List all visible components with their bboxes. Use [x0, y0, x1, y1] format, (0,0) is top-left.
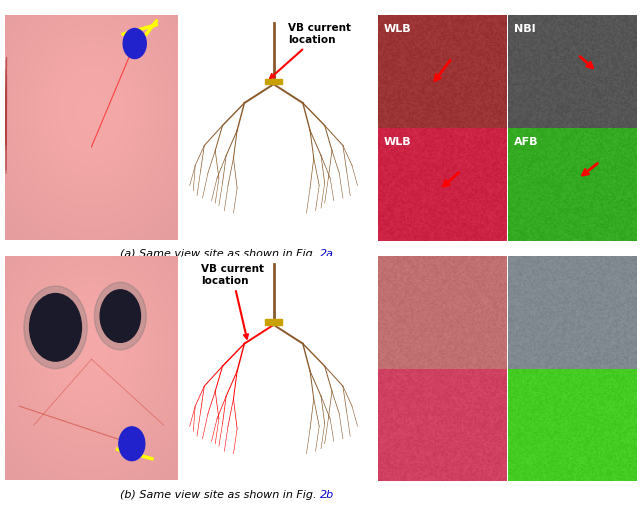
Text: AFB: AFB — [514, 137, 538, 147]
Circle shape — [24, 286, 87, 369]
Circle shape — [95, 282, 147, 350]
Text: .: . — [323, 249, 326, 260]
Text: 2a: 2a — [320, 249, 334, 260]
Text: VB current
location: VB current location — [201, 264, 264, 338]
Text: (b) Same view site as shown in Fig.: (b) Same view site as shown in Fig. — [120, 490, 320, 500]
Circle shape — [124, 29, 147, 58]
Text: VB current
location: VB current location — [270, 23, 351, 78]
Text: WLB: WLB — [384, 25, 412, 34]
Text: 2b: 2b — [320, 490, 334, 500]
Text: .: . — [323, 490, 326, 500]
Bar — [266, 319, 282, 325]
Bar — [266, 79, 282, 84]
Text: NBI: NBI — [514, 25, 536, 34]
Circle shape — [119, 427, 145, 461]
Text: WLB: WLB — [384, 137, 412, 147]
Circle shape — [100, 290, 141, 343]
Circle shape — [29, 293, 81, 361]
Text: (a) Same view site as shown in Fig.: (a) Same view site as shown in Fig. — [120, 249, 320, 260]
